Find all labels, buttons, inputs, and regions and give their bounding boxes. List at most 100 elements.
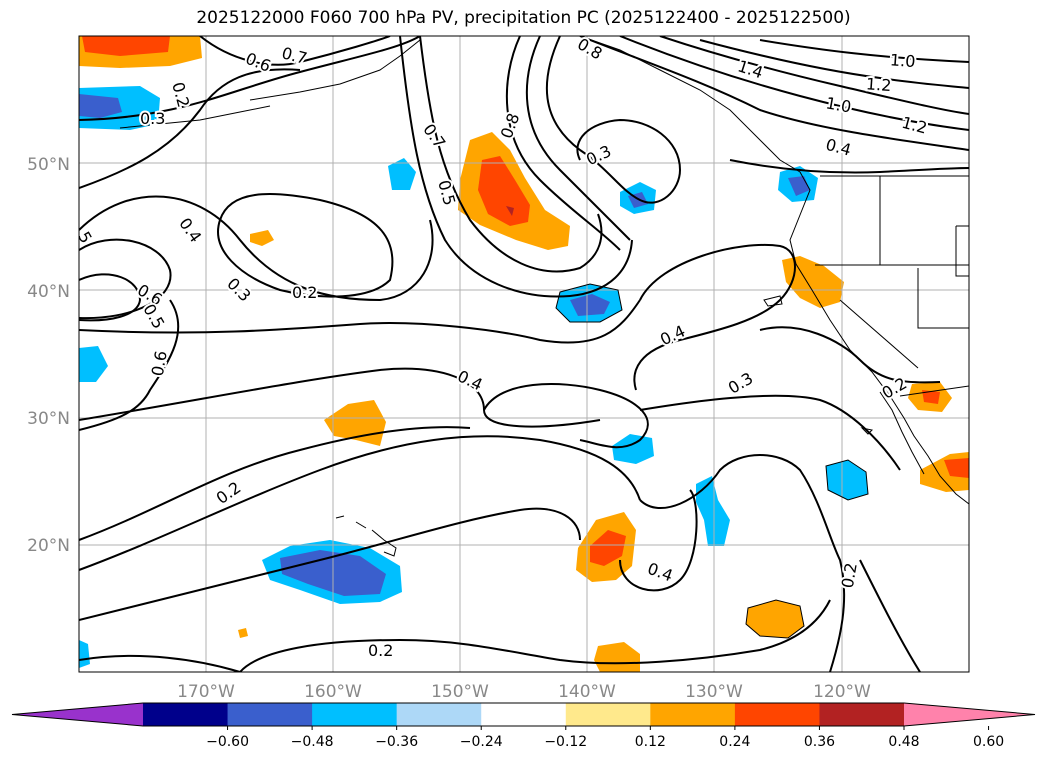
contour-line bbox=[639, 454, 846, 672]
precip-patch bbox=[944, 458, 969, 478]
precip-patch bbox=[238, 628, 248, 638]
contour-label: 0.3 bbox=[140, 109, 165, 128]
colorbar-segment bbox=[312, 703, 398, 726]
contour-line bbox=[79, 435, 641, 571]
baja-california bbox=[879, 391, 925, 475]
aleutian-chain bbox=[249, 39, 421, 101]
contour-line bbox=[79, 273, 142, 322]
precip-outlines bbox=[555, 283, 869, 639]
colorbar-tick-label: −0.36 bbox=[375, 734, 418, 750]
lat-axis: 50°N 40°N 30°N 20°N bbox=[27, 155, 70, 556]
lon-tick-label: 140°W bbox=[558, 682, 616, 702]
contour-line bbox=[79, 299, 641, 344]
lon-tick-label: 170°W bbox=[177, 682, 235, 702]
contour-line bbox=[399, 36, 633, 298]
contour-line bbox=[79, 68, 301, 189]
precip-patch bbox=[79, 346, 108, 382]
contour-line bbox=[79, 426, 471, 541]
contour-line bbox=[483, 383, 649, 449]
colorbar-tick-label: −0.12 bbox=[544, 734, 587, 750]
lat-tick-label: 50°N bbox=[27, 155, 70, 175]
precip-patch bbox=[782, 256, 844, 308]
precip-patch bbox=[82, 36, 170, 56]
colorbar-tick-label: 0.24 bbox=[719, 734, 750, 750]
contour-line bbox=[545, 36, 682, 204]
colorbar-tick-label: −0.24 bbox=[460, 734, 503, 750]
colorbar-tick-label: 0.48 bbox=[888, 734, 919, 750]
colorbar-tick-label: −0.60 bbox=[206, 734, 249, 750]
contour-line bbox=[729, 159, 969, 174]
colorbar-extend-high bbox=[904, 703, 1035, 726]
colorbar-segment bbox=[143, 703, 229, 726]
contour-line bbox=[579, 36, 969, 151]
map-frame bbox=[78, 35, 970, 673]
colorbar-segment bbox=[481, 703, 567, 726]
colorbar-tick-label: 0.12 bbox=[635, 734, 666, 750]
contour-line bbox=[639, 394, 901, 471]
colorbar-extend-low bbox=[12, 703, 143, 726]
state-border bbox=[839, 299, 919, 369]
hawaii-islands bbox=[335, 515, 397, 557]
colorbar-segment bbox=[734, 703, 820, 726]
precip-patch bbox=[826, 460, 868, 500]
precip-patch bbox=[922, 390, 940, 404]
contour-label: 0.2 bbox=[368, 641, 393, 660]
colorbar: −0.60 −0.48 −0.36 −0.24 −0.12 0.12 0.24 0.36 0.4… bbox=[11, 702, 1036, 750]
pv-contours bbox=[79, 36, 969, 672]
map-area bbox=[79, 36, 969, 672]
lat-tick-label: 20°N bbox=[27, 536, 70, 556]
contour-line bbox=[79, 507, 581, 621]
lon-tick-label: 130°W bbox=[685, 682, 743, 702]
contour-line bbox=[199, 36, 391, 66]
colorbar-segment bbox=[650, 703, 736, 726]
state-border bbox=[917, 268, 969, 329]
lon-axis: 170°W 160°W 150°W 140°W 130°W 120°W bbox=[177, 682, 871, 702]
colorbar-outline bbox=[11, 702, 1036, 727]
contour-line bbox=[79, 299, 180, 431]
colorbar-tick-label: 0.60 bbox=[973, 734, 1004, 750]
contour-line bbox=[217, 193, 394, 298]
contour-line bbox=[759, 326, 941, 384]
contour-line bbox=[525, 36, 631, 241]
precip-patch bbox=[696, 476, 730, 546]
precip-patch bbox=[250, 230, 274, 246]
precip-patch bbox=[79, 640, 90, 668]
contour-label: 0.4 bbox=[824, 135, 854, 160]
precip-patch bbox=[506, 206, 514, 216]
precip-patch bbox=[388, 158, 416, 190]
contour-label: 0.2 bbox=[292, 283, 317, 302]
contour-line bbox=[659, 36, 969, 115]
contour-line bbox=[619, 489, 698, 592]
precip-patch bbox=[746, 600, 804, 638]
contour-label: 1.0 bbox=[889, 50, 916, 71]
state-border bbox=[955, 225, 969, 277]
contour-line bbox=[505, 36, 621, 251]
contour-line bbox=[239, 599, 831, 672]
precip-patch bbox=[590, 530, 626, 566]
coastlines bbox=[119, 36, 969, 557]
aleutian-chain bbox=[119, 105, 271, 129]
precip-patch bbox=[570, 294, 610, 316]
mexico-border bbox=[899, 385, 969, 397]
contour-label: 1.2 bbox=[865, 74, 892, 95]
colorbar-tick-label: 0.36 bbox=[804, 734, 835, 750]
contour-line bbox=[419, 36, 603, 273]
contour-line bbox=[79, 36, 421, 121]
chart-title: 2025122000 F060 700 hPa PV, precipitatio… bbox=[196, 8, 851, 28]
contour-line bbox=[633, 244, 796, 391]
contour-line bbox=[79, 238, 172, 320]
colorbar-segment bbox=[565, 703, 651, 726]
contour-line bbox=[79, 195, 434, 302]
precip-patch bbox=[478, 156, 530, 226]
lat-tick-label: 30°N bbox=[27, 409, 70, 429]
island-outline bbox=[860, 427, 874, 435]
contour-line bbox=[859, 559, 921, 672]
na-coastline bbox=[579, 36, 969, 505]
lon-tick-label: 160°W bbox=[304, 682, 362, 702]
precip-patch bbox=[612, 434, 654, 464]
precip-patch bbox=[594, 642, 640, 672]
lon-tick-label: 120°W bbox=[813, 682, 871, 702]
precip-patch bbox=[79, 94, 122, 118]
contour-line bbox=[79, 367, 601, 428]
